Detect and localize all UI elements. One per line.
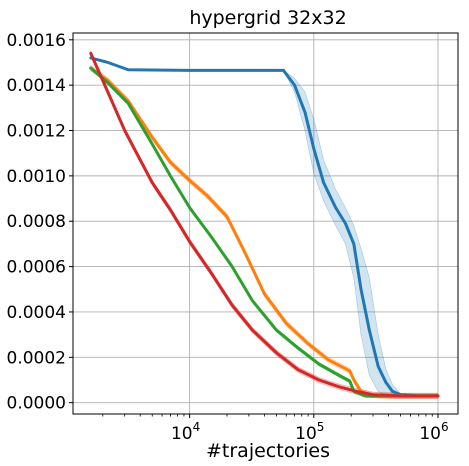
series-line-1 bbox=[89, 66, 440, 398]
x-tick-base: 10 bbox=[419, 424, 441, 444]
confidence-bands bbox=[90, 50, 439, 399]
y-tick-label: 0.0014 bbox=[7, 76, 66, 96]
series-band-2 bbox=[90, 65, 439, 398]
y-tick-label: 0.0010 bbox=[7, 167, 66, 187]
y-tick-label: 0.0012 bbox=[7, 122, 66, 142]
plot-frame bbox=[72, 32, 459, 415]
x-tick-label: 104 bbox=[171, 420, 200, 444]
x-tick-exponent: 4 bbox=[193, 420, 201, 434]
y-tick-label: 0.0000 bbox=[7, 394, 66, 414]
y-tick-label: 0.0016 bbox=[7, 31, 66, 51]
series-band-0 bbox=[283, 70, 401, 397]
grid-lines bbox=[73, 33, 458, 414]
series-line-3 bbox=[89, 51, 440, 398]
series-lines bbox=[89, 51, 440, 398]
x-tick-exponent: 5 bbox=[317, 420, 325, 434]
y-tick-label: 0.0004 bbox=[7, 303, 66, 323]
x-tick-label: 106 bbox=[419, 420, 448, 444]
series-line-2 bbox=[89, 66, 440, 398]
series-band-1 bbox=[90, 64, 439, 399]
series-line-0 bbox=[89, 56, 440, 398]
y-tick-label: 0.0002 bbox=[7, 348, 66, 368]
series-band-3 bbox=[90, 50, 439, 399]
y-tick-label: 0.0006 bbox=[7, 258, 66, 278]
x-tick-base: 10 bbox=[171, 424, 193, 444]
axis-ticks: 0.0000 0.0002 0.0004 0.0006 0.0008 0.0010 0.00… bbox=[7, 31, 449, 444]
x-tick-base: 10 bbox=[295, 424, 317, 444]
x-tick-label: 105 bbox=[295, 420, 324, 444]
x-axis-label: #trajectories bbox=[206, 440, 330, 462]
chart-title: hypergrid 32x32 bbox=[189, 7, 346, 29]
y-tick-label: 0.0008 bbox=[7, 212, 66, 232]
x-tick-exponent: 6 bbox=[441, 420, 449, 434]
